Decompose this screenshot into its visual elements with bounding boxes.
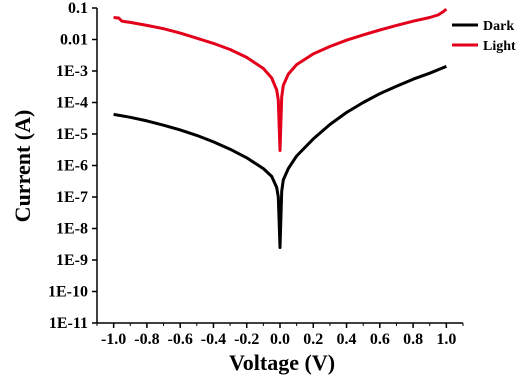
plot-area: -1.0 -0.8 -0.6 -0.4 -0.2 0.0 0.2 0.4 0.6 0.8 1.0 0.… (48, 0, 464, 348)
x-tick-label: -0.8 (134, 331, 159, 348)
x-tick-label: 0.0 (270, 331, 290, 348)
y-tick-label: 1E-10 (48, 284, 88, 301)
legend: Dark Light (452, 19, 516, 54)
y-tick-label: 1E-9 (56, 252, 88, 269)
y-tick-label: 0.1 (68, 0, 88, 17)
x-tick-label: -0.4 (201, 331, 226, 348)
legend-label-light: Light (483, 39, 516, 54)
x-tick-label: 0.2 (303, 331, 323, 348)
x-tick-label: 0.8 (403, 331, 423, 348)
x-tick-label: 1.0 (436, 331, 456, 348)
y-tick-label: 1E-4 (56, 95, 88, 112)
series-line-dark (113, 65, 447, 249)
x-axis-title: Voltage (V) (229, 350, 335, 375)
y-tick-label: 1E-11 (49, 315, 88, 332)
x-tick-label: -1.0 (101, 331, 126, 348)
y-tick-label: 0.01 (60, 32, 88, 49)
x-tick-label: 0.6 (370, 331, 390, 348)
x-axis-label: Voltage (V) (229, 350, 335, 375)
y-tick-label: 1E-3 (56, 63, 88, 80)
y-tick-label: 1E-6 (56, 158, 88, 175)
legend-label-dark: Dark (483, 19, 514, 34)
y-axis-label: Current (A) (10, 110, 35, 223)
x-tick-label: -0.2 (234, 331, 259, 348)
y-tick-label: 1E-7 (56, 189, 88, 206)
x-tick-label: 0.4 (337, 331, 357, 348)
x-tick-label: -0.6 (168, 331, 193, 348)
y-tick-label: 1E-8 (56, 221, 88, 238)
y-tick-label: 1E-5 (56, 126, 88, 143)
y-axis-title: Current (A) (10, 110, 35, 223)
series-line-light (113, 7, 448, 152)
